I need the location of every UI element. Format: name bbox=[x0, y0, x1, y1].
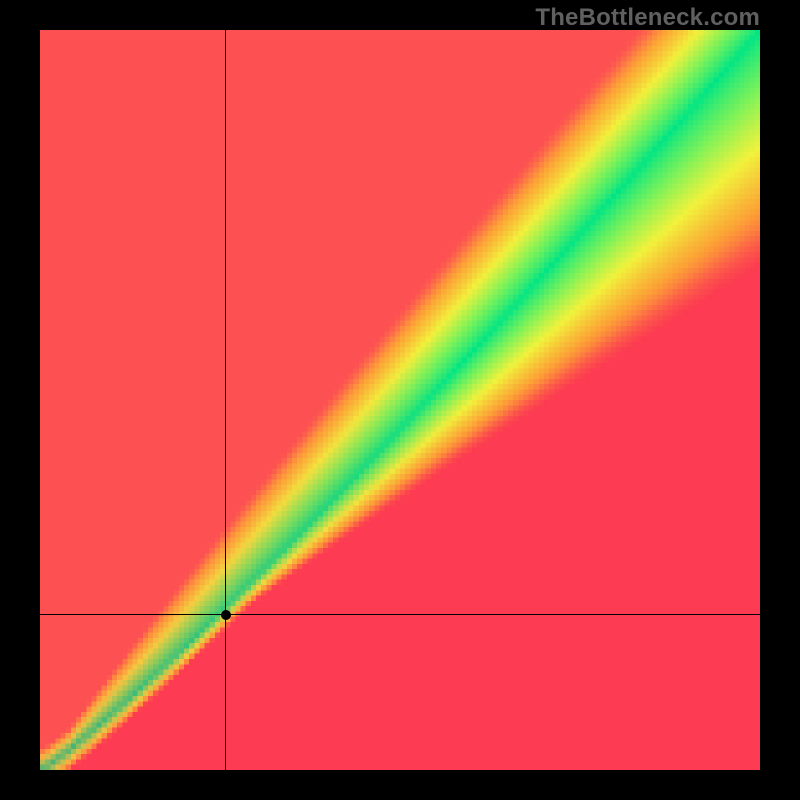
chart-frame: TheBottleneck.com bbox=[0, 0, 800, 800]
crosshair-vertical bbox=[225, 30, 226, 770]
crosshair-horizontal bbox=[40, 614, 760, 615]
watermark-text: TheBottleneck.com bbox=[535, 4, 760, 32]
plot-area bbox=[40, 30, 760, 770]
marker-dot bbox=[221, 610, 231, 620]
heatmap-canvas bbox=[40, 30, 760, 770]
